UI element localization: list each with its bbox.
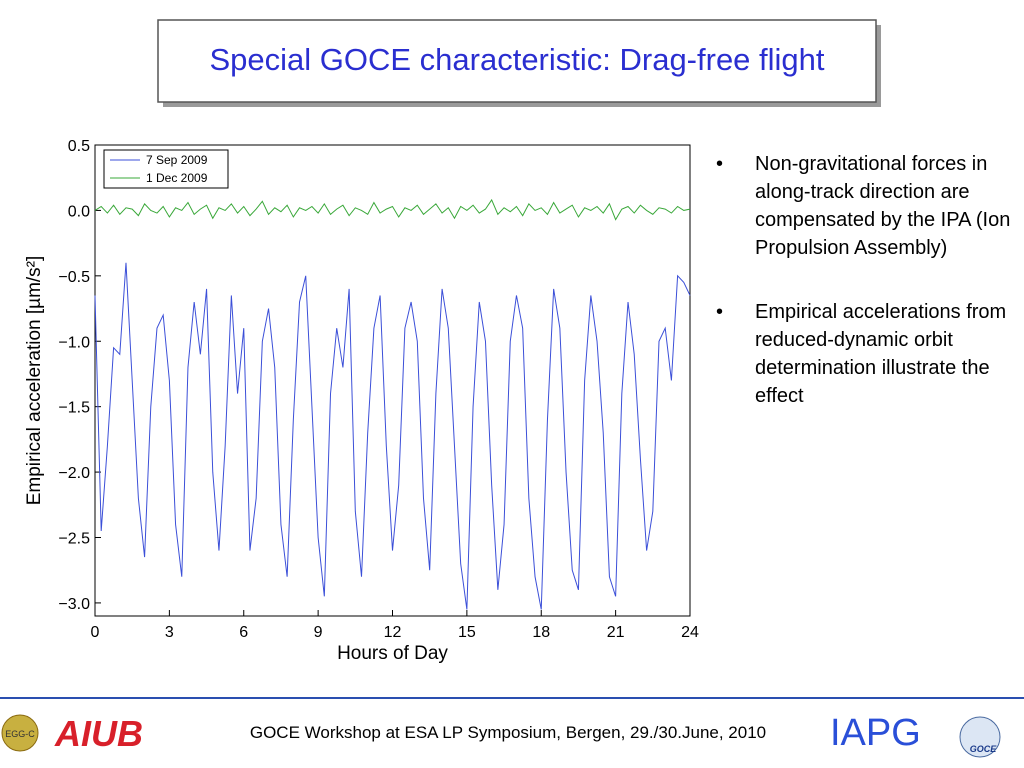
- x-tick-label: 15: [458, 624, 476, 641]
- x-tick-label: 3: [165, 624, 174, 641]
- iapg-logo: IAPG: [830, 712, 921, 754]
- slide-title: Special GOCE characteristic: Drag-free f…: [209, 42, 824, 77]
- goce-logo: [959, 716, 1001, 758]
- x-tick-label: 9: [314, 624, 323, 641]
- x-tick-label: 0: [91, 624, 100, 641]
- plot-area: [94, 144, 691, 617]
- bullet-marker: •: [716, 153, 723, 175]
- x-tick-label: 12: [384, 624, 402, 641]
- y-tick-label: −2.0: [58, 465, 90, 482]
- bullet-marker: •: [716, 301, 723, 323]
- title-box: [157, 19, 877, 103]
- legend-box: [103, 149, 229, 189]
- footer-text: GOCE Workshop at ESA LP Symposium, Berge…: [250, 723, 766, 742]
- x-tick-label: 6: [239, 624, 248, 641]
- x-tick-label: 21: [607, 624, 625, 641]
- y-tick-label: −0.5: [58, 269, 90, 286]
- x-tick-label: 24: [681, 624, 699, 641]
- series-line: [94, 262, 691, 610]
- y-tick-label: 0.5: [68, 138, 90, 155]
- bullet-list: • Non-gravitational forces in along-track …: [716, 153, 1010, 407]
- series-line: [94, 198, 691, 221]
- legend-label: 7 Sep 2009: [146, 153, 208, 167]
- y-tick-label: −1.5: [58, 400, 90, 417]
- goce-logo-text: GOCE: [970, 744, 998, 754]
- y-tick-label: −3.0: [58, 596, 90, 613]
- y-tick-label: 0.0: [68, 203, 90, 220]
- y-tick-label: −2.5: [58, 531, 90, 548]
- bullet-text: Non-gravitational forces in along-track d…: [755, 153, 1010, 259]
- y-axis-label: Empirical acceleration [µm/s²]: [24, 256, 45, 506]
- chart: 0.5 0.0 −0.5 −1.0 −1.5 −2.0 −2.5 −3.00 3 6 9 12 15 18…: [24, 138, 699, 664]
- egg-logo-text: EGG-C: [5, 729, 35, 739]
- aiub-logo: AIUB: [54, 713, 143, 754]
- egg-logo: [1, 714, 39, 752]
- x-tick-label: 18: [532, 624, 550, 641]
- bullet-text: Empirical accelerations from reduced-dyna…: [755, 301, 1006, 407]
- x-axis-label: Hours of Day: [337, 643, 448, 664]
- y-tick-label: −1.0: [58, 334, 90, 351]
- legend-label: 1 Dec 2009: [146, 171, 208, 185]
